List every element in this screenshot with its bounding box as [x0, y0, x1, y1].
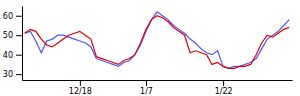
y-tick-mark — [16, 74, 22, 75]
x-tick: 1/22 — [215, 80, 233, 96]
x-axis: 12/18 1/7 1/22 — [23, 80, 293, 96]
x-tick-mark — [146, 80, 147, 86]
y-axis-line — [22, 7, 23, 81]
y-axis: 30 40 50 60 — [3, 7, 23, 81]
chart: 12/18 1/7 1/22 30 40 50 60 — [0, 0, 300, 96]
plot-area: 12/18 1/7 1/22 30 40 50 60 — [3, 7, 293, 96]
series-line — [25, 16, 289, 69]
series-line — [25, 12, 289, 68]
y-tick-mark — [16, 35, 22, 36]
x-tick-mark — [223, 80, 224, 86]
lines — [25, 12, 289, 68]
y-tick-label: 40 — [3, 51, 13, 60]
y-tick: 60 — [3, 12, 22, 21]
y-tick: 30 — [3, 70, 22, 79]
x-tick-label: 12/18 — [69, 87, 92, 96]
x-axis-line — [23, 80, 293, 81]
x-tick-label: 1/7 — [140, 87, 153, 96]
y-tick: 40 — [3, 51, 22, 60]
x-tick: 1/7 — [140, 80, 153, 96]
y-tick-mark — [16, 55, 22, 56]
x-tick-label: 1/22 — [215, 87, 233, 96]
y-tick-mark — [16, 16, 22, 17]
x-tick-mark — [80, 80, 81, 86]
y-tick-label: 30 — [3, 70, 13, 79]
y-tick: 50 — [3, 31, 22, 40]
x-tick: 12/18 — [69, 80, 92, 96]
y-tick-label: 60 — [3, 12, 13, 21]
y-tick-label: 50 — [3, 31, 13, 40]
